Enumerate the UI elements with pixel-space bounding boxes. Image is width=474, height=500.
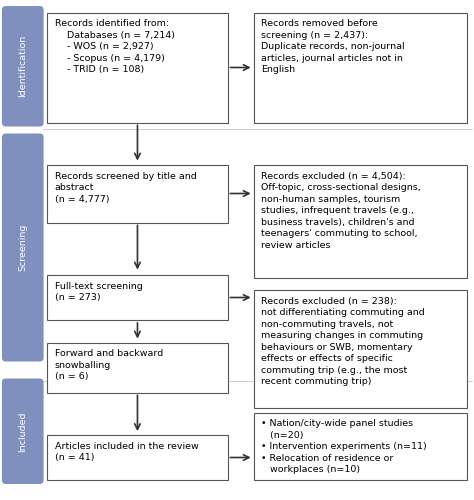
FancyBboxPatch shape bbox=[2, 134, 44, 362]
FancyBboxPatch shape bbox=[2, 378, 44, 484]
Text: Records excluded (n = 4,504):
Off-topic, cross-sectional designs,
non-human samp: Records excluded (n = 4,504): Off-topic,… bbox=[261, 172, 420, 250]
Text: Articles included in the review
(n = 41): Articles included in the review (n = 41) bbox=[55, 442, 198, 462]
Bar bbox=[47, 12, 228, 122]
Text: Screening: Screening bbox=[18, 224, 27, 271]
FancyBboxPatch shape bbox=[2, 6, 44, 126]
Bar bbox=[254, 165, 467, 278]
Bar bbox=[47, 435, 228, 480]
Text: Forward and backward
snowballing
(n = 6): Forward and backward snowballing (n = 6) bbox=[55, 350, 163, 382]
Text: Records screened by title and
abstract
(n = 4,777): Records screened by title and abstract (… bbox=[55, 172, 196, 204]
Bar bbox=[254, 12, 467, 122]
Bar bbox=[47, 275, 228, 320]
Text: • Nation/city-wide panel studies
   (n=20)
• Intervention experiments (n=11)
• R: • Nation/city-wide panel studies (n=20) … bbox=[261, 420, 427, 474]
Text: Included: Included bbox=[18, 411, 27, 452]
Bar bbox=[47, 165, 228, 222]
Text: Records excluded (n = 238):
not differentiating commuting and
non-commuting trav: Records excluded (n = 238): not differen… bbox=[261, 297, 424, 386]
Text: Identification: Identification bbox=[18, 35, 27, 98]
Text: Records identified from:
    Databases (n = 7,214)
    - WOS (n = 2,927)
    - S: Records identified from: Databases (n = … bbox=[55, 20, 174, 74]
Bar bbox=[47, 342, 228, 392]
Bar bbox=[254, 290, 467, 408]
Bar bbox=[254, 412, 467, 480]
Text: Records removed before
screening (n = 2,437):
Duplicate records, non-journal
art: Records removed before screening (n = 2,… bbox=[261, 20, 404, 74]
Text: Full-text screening
(n = 273): Full-text screening (n = 273) bbox=[55, 282, 142, 302]
